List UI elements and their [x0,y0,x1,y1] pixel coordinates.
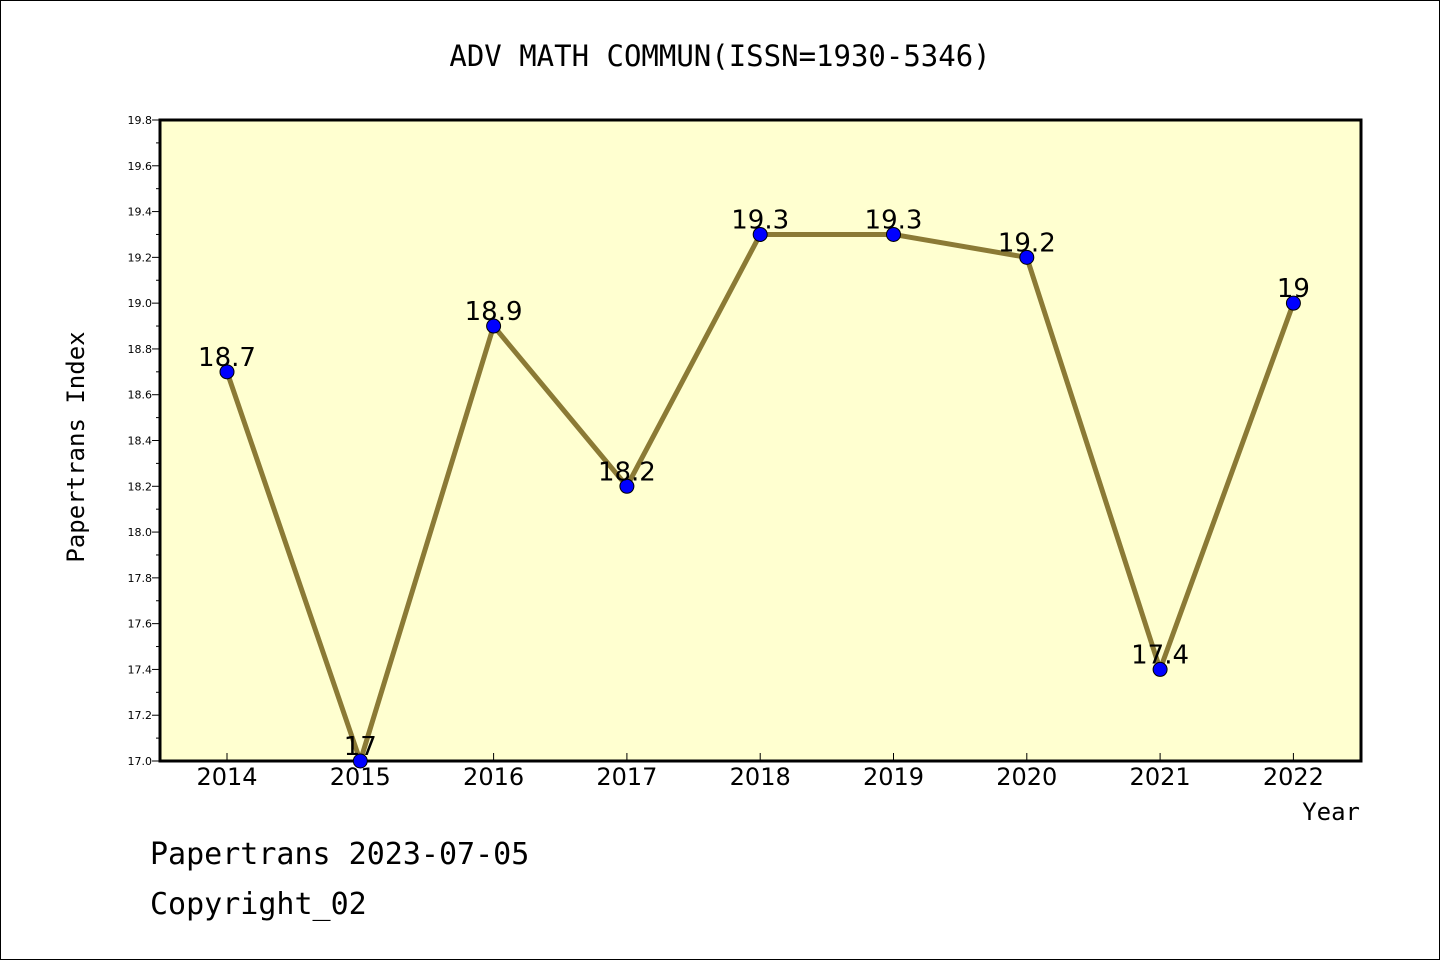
y-tick-label: 17.4 [128,663,153,676]
y-tick-label: 18.6 [128,389,153,402]
data-label-2014: 18.7 [198,343,256,373]
footer-copyright: Copyright_02 [150,887,367,922]
x-tick-label: 2014 [196,763,257,791]
x-tick-label: 2018 [730,763,791,791]
data-label-2017: 18.2 [598,457,656,487]
data-point-2018 [752,226,768,242]
y-tick-label: 18.8 [128,343,153,356]
data-label-2022: 19 [1277,274,1310,304]
x-axis-label: Year [1302,798,1360,826]
y-tick-label: 17.2 [128,709,153,722]
data-label-2020: 19.2 [998,228,1056,258]
x-axis: 2014 2015 2016 2017 2018 2019 2020 2021 2022 [196,753,1324,791]
x-tick-label: 2022 [1263,763,1324,791]
y-tick-label: 18.2 [128,480,153,493]
data-labels-group: 18.7 17 18.9 18.2 19.3 19.3 19.2 17.4 19 [198,205,1310,762]
data-label-2019: 19.3 [865,205,923,235]
series-line-group [219,226,1301,769]
data-label-2018: 19.3 [731,205,789,235]
footer-date: Papertrans 2023-07-05 [150,837,529,872]
data-label-2021: 17.4 [1131,640,1189,670]
data-point-2019 [886,226,901,242]
y-tick-label: 19.8 [128,114,153,127]
data-point-2017 [619,478,635,494]
x-tick-label: 2016 [463,763,524,791]
x-tick-label: 2019 [863,763,924,791]
data-point-2014 [219,364,235,380]
y-tick-label: 17.8 [128,572,153,585]
data-point-2022 [1285,295,1301,311]
y-tick-label: 18.4 [128,435,153,448]
data-point-2015 [352,753,368,769]
y-axis: 17.0 17.2 17.4 17.6 17.8 18.0 18.2 18.4 18.6 18.8… [128,114,160,768]
y-tick-label: 18.0 [128,526,153,539]
data-label-2015: 17 [344,732,377,762]
y-tick-label: 19.0 [128,297,153,310]
y-tick-label: 19.4 [128,206,153,219]
y-tick-label: 17.0 [128,755,153,768]
data-label-2016: 18.9 [465,297,523,327]
plot-area [158,118,1363,763]
y-tick-label: 19.6 [128,160,153,173]
y-axis-label: Papertrans Index [62,331,90,562]
y-tick-label: 19.2 [128,251,153,264]
chart-title: ADV MATH COMMUN(ISSN=1930-5346) [449,39,990,73]
y-tick-label: 17.6 [128,618,153,631]
x-tick-label: 2020 [996,763,1057,791]
x-tick-label: 2021 [1130,763,1191,791]
data-point-2021 [1152,661,1168,677]
data-point-2020 [1019,249,1035,265]
data-point-2016 [486,318,502,334]
x-tick-label: 2017 [596,763,657,791]
